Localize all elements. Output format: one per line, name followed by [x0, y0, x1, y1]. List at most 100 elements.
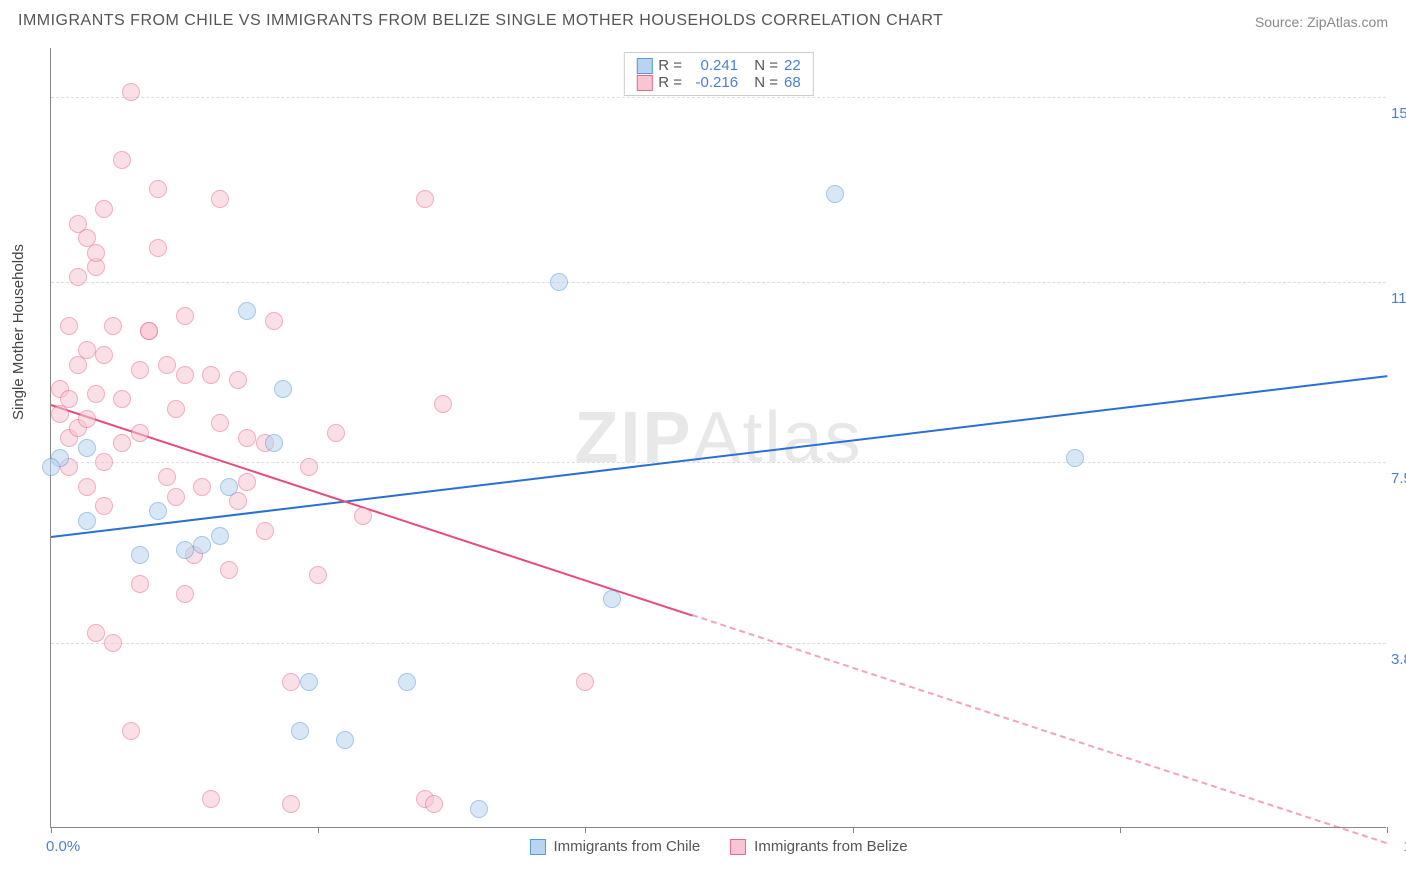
legend-row-belize: R = -0.216 N = 68 — [636, 74, 800, 91]
data-point — [140, 322, 158, 340]
x-tick-mark — [1387, 827, 1388, 833]
watermark: ZIPAtlas — [574, 397, 862, 479]
data-point — [336, 731, 354, 749]
data-point — [122, 722, 140, 740]
x-tick-mark — [1120, 827, 1121, 833]
legend-n-chile: 22 — [784, 57, 801, 74]
legend-swatch-chile — [636, 58, 652, 74]
data-point — [300, 673, 318, 691]
data-point — [122, 83, 140, 101]
data-point — [265, 312, 283, 330]
data-point — [550, 273, 568, 291]
data-point — [282, 673, 300, 691]
data-point — [327, 424, 345, 442]
data-point — [131, 575, 149, 593]
data-point — [470, 800, 488, 818]
regression-line — [51, 375, 1387, 538]
data-point — [434, 395, 452, 413]
y-tick-label: 15.0% — [1391, 105, 1406, 122]
legend-label-belize: Immigrants from Belize — [754, 838, 907, 855]
data-point — [104, 634, 122, 652]
data-point — [300, 458, 318, 476]
legend-swatch-belize-b — [730, 839, 746, 855]
data-point — [149, 239, 167, 257]
legend-item-chile: Immigrants from Chile — [529, 838, 700, 855]
x-tick-mark — [51, 827, 52, 833]
data-point — [95, 200, 113, 218]
legend-r-chile: 0.241 — [688, 57, 738, 74]
data-point — [603, 590, 621, 608]
legend-label-chile: Immigrants from Chile — [553, 838, 700, 855]
data-point — [211, 414, 229, 432]
data-point — [238, 473, 256, 491]
data-point — [211, 190, 229, 208]
data-point — [78, 478, 96, 496]
data-point — [87, 624, 105, 642]
x-tick-mark — [318, 827, 319, 833]
legend-r-label: R = — [658, 57, 682, 74]
chart-title: IMMIGRANTS FROM CHILE VS IMMIGRANTS FROM… — [18, 12, 943, 30]
data-point — [131, 361, 149, 379]
data-point — [167, 400, 185, 418]
legend-r-label: R = — [658, 74, 682, 91]
gridline — [51, 282, 1386, 283]
legend-swatch-belize — [636, 75, 652, 91]
data-point — [78, 512, 96, 530]
data-point — [176, 541, 194, 559]
data-point — [78, 439, 96, 457]
legend-n-label: N = — [754, 74, 778, 91]
data-point — [113, 434, 131, 452]
data-point — [193, 536, 211, 554]
data-point — [78, 410, 96, 428]
x-tick-mark — [853, 827, 854, 833]
data-point — [220, 478, 238, 496]
watermark-light: Atlas — [692, 398, 862, 478]
y-axis-label: Single Mother Households — [10, 244, 27, 420]
data-point — [176, 307, 194, 325]
data-point — [1066, 449, 1084, 467]
legend-r-belize: -0.216 — [688, 74, 738, 91]
data-point — [60, 317, 78, 335]
regression-line — [692, 615, 1387, 845]
data-point — [95, 453, 113, 471]
data-point — [211, 527, 229, 545]
data-point — [113, 390, 131, 408]
data-point — [69, 268, 87, 286]
source-label: Source: ZipAtlas.com — [1255, 14, 1388, 30]
data-point — [576, 673, 594, 691]
data-point — [104, 317, 122, 335]
legend-swatch-chile-b — [529, 839, 545, 855]
data-point — [176, 585, 194, 603]
legend-row-chile: R = 0.241 N = 22 — [636, 57, 800, 74]
data-point — [265, 434, 283, 452]
data-point — [60, 390, 78, 408]
data-point — [167, 488, 185, 506]
chart-plot-area: ZIPAtlas R = 0.241 N = 22 R = -0.216 N =… — [50, 48, 1386, 828]
legend-stats: R = 0.241 N = 22 R = -0.216 N = 68 — [623, 52, 813, 96]
data-point — [416, 190, 434, 208]
data-point — [282, 795, 300, 813]
data-point — [149, 180, 167, 198]
data-point — [78, 341, 96, 359]
data-point — [274, 380, 292, 398]
y-tick-label: 7.5% — [1391, 470, 1406, 487]
data-point — [87, 244, 105, 262]
data-point — [220, 561, 238, 579]
data-point — [398, 673, 416, 691]
data-point — [354, 507, 372, 525]
data-point — [238, 302, 256, 320]
data-point — [158, 356, 176, 374]
data-point — [309, 566, 327, 584]
legend-series: Immigrants from Chile Immigrants from Be… — [529, 838, 907, 855]
data-point — [826, 185, 844, 203]
data-point — [131, 424, 149, 442]
data-point — [131, 546, 149, 564]
data-point — [95, 497, 113, 515]
data-point — [229, 371, 247, 389]
data-point — [176, 366, 194, 384]
gridline — [51, 462, 1386, 463]
gridline — [51, 643, 1386, 644]
data-point — [256, 522, 274, 540]
data-point — [193, 478, 211, 496]
data-point — [202, 366, 220, 384]
